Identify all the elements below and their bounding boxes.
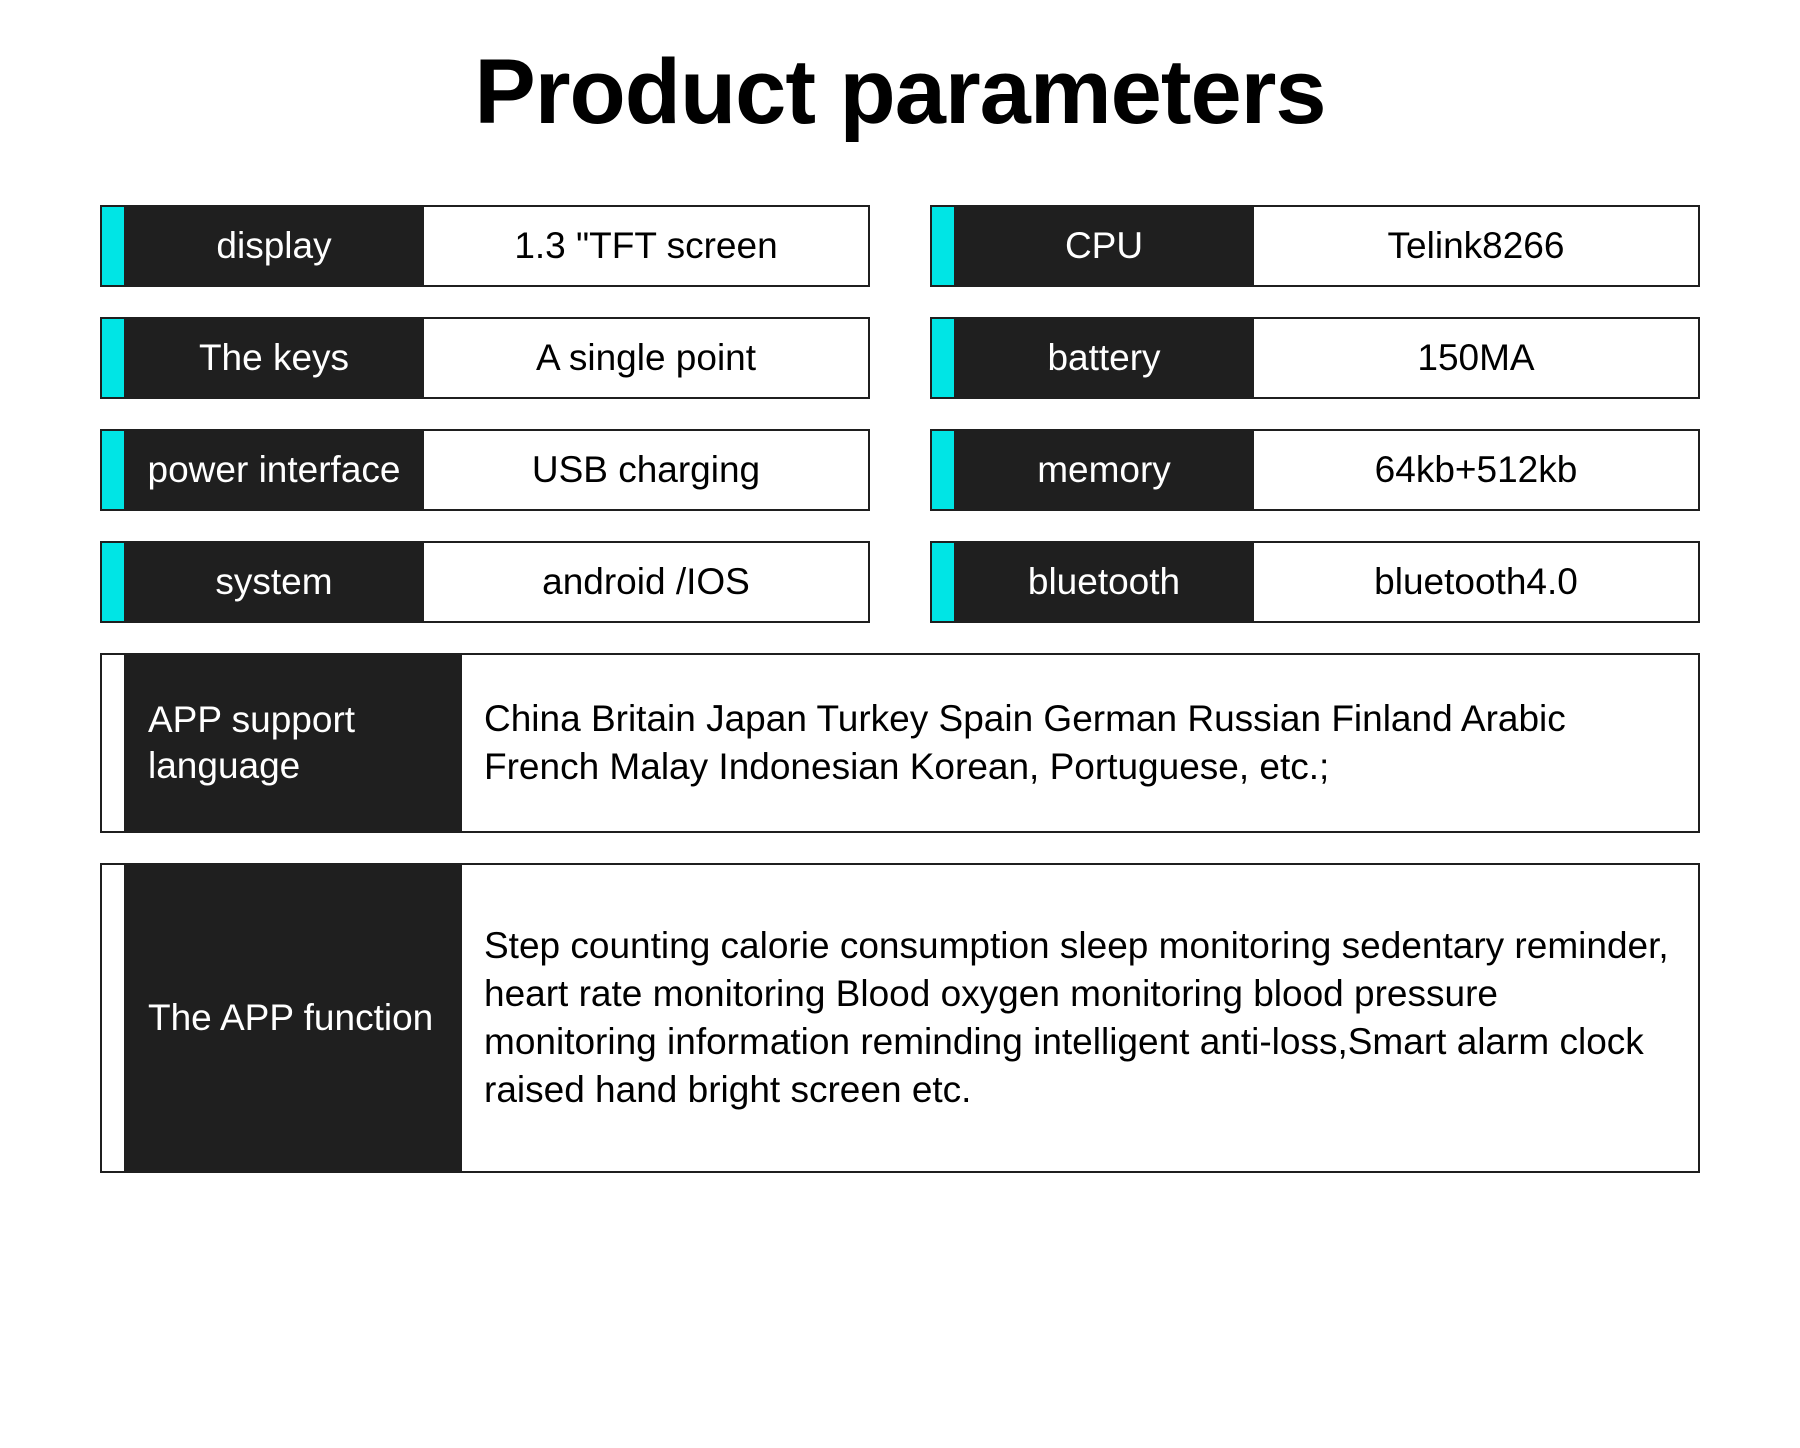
accent-bar <box>932 207 954 285</box>
spec-cell-keys: The keys A single point <box>100 317 870 399</box>
spec-label: battery <box>954 319 1254 397</box>
spec-value: 1.3 "TFT screen <box>424 207 868 285</box>
spec-value: 150MA <box>1254 319 1698 397</box>
spec-value: A single point <box>424 319 868 397</box>
spec-cell-bluetooth: bluetooth bluetooth4.0 <box>930 541 1700 623</box>
spec-value: android /IOS <box>424 543 868 621</box>
spec-row-app-function: The APP function Step counting calorie c… <box>100 863 1700 1173</box>
spec-label: system <box>124 543 424 621</box>
spec-label: display <box>124 207 424 285</box>
accent-bar <box>102 543 124 621</box>
spec-value: 64kb+512kb <box>1254 431 1698 509</box>
spec-label: CPU <box>954 207 1254 285</box>
spec-value: USB charging <box>424 431 868 509</box>
spec-label: The keys <box>124 319 424 397</box>
spec-cell-battery: battery 150MA <box>930 317 1700 399</box>
spec-value: Step counting calorie consumption sleep … <box>462 865 1698 1171</box>
spec-value: bluetooth4.0 <box>1254 543 1698 621</box>
accent-bar <box>932 431 954 509</box>
spec-row-app-language: APP support language China Britain Japan… <box>100 653 1700 833</box>
spec-cell-display: display 1.3 "TFT screen <box>100 205 870 287</box>
spec-cell-memory: memory 64kb+512kb <box>930 429 1700 511</box>
page-title: Product parameters <box>100 40 1700 145</box>
spec-cell-system: system android /IOS <box>100 541 870 623</box>
accent-bar <box>102 319 124 397</box>
spec-value: China Britain Japan Turkey Spain German … <box>462 655 1698 831</box>
spec-cell-power-interface: power interface USB charging <box>100 429 870 511</box>
spec-grid: display 1.3 "TFT screen CPU Telink8266 T… <box>100 205 1700 623</box>
spec-value: Telink8266 <box>1254 207 1698 285</box>
spec-label: memory <box>954 431 1254 509</box>
accent-bar <box>932 543 954 621</box>
spec-label: bluetooth <box>954 543 1254 621</box>
spec-label: power interface <box>124 431 424 509</box>
spec-label: The APP function <box>124 865 462 1171</box>
accent-bar <box>102 207 124 285</box>
accent-bar <box>932 319 954 397</box>
accent-bar <box>102 431 124 509</box>
spec-cell-cpu: CPU Telink8266 <box>930 205 1700 287</box>
spec-label: APP support language <box>124 655 462 831</box>
